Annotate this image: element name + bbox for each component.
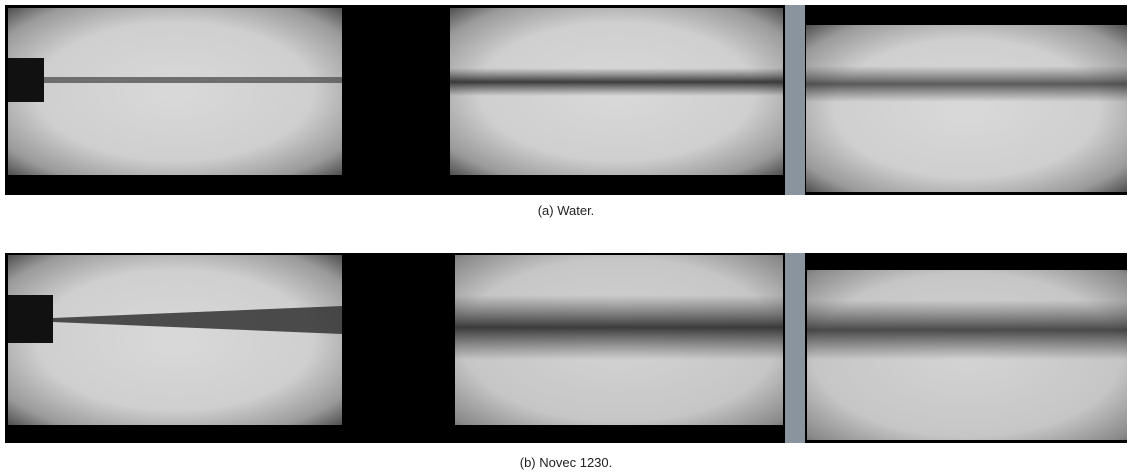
- row-water: [5, 5, 1127, 195]
- divider: [785, 253, 805, 443]
- jet: [455, 295, 783, 360]
- nozzle: [8, 295, 53, 343]
- jet: [53, 306, 342, 334]
- photo: [8, 8, 342, 175]
- jet: [450, 68, 783, 96]
- divider: [785, 5, 805, 195]
- jet: [44, 77, 342, 83]
- jet: [807, 300, 1127, 360]
- jet: [806, 66, 1127, 102]
- photo: [806, 25, 1127, 192]
- nozzle: [8, 58, 44, 102]
- caption: (a) Water.: [538, 203, 595, 218]
- caption: (b) Novec 1230.: [520, 455, 613, 470]
- photo: [8, 255, 342, 425]
- row-novec: [5, 253, 1127, 443]
